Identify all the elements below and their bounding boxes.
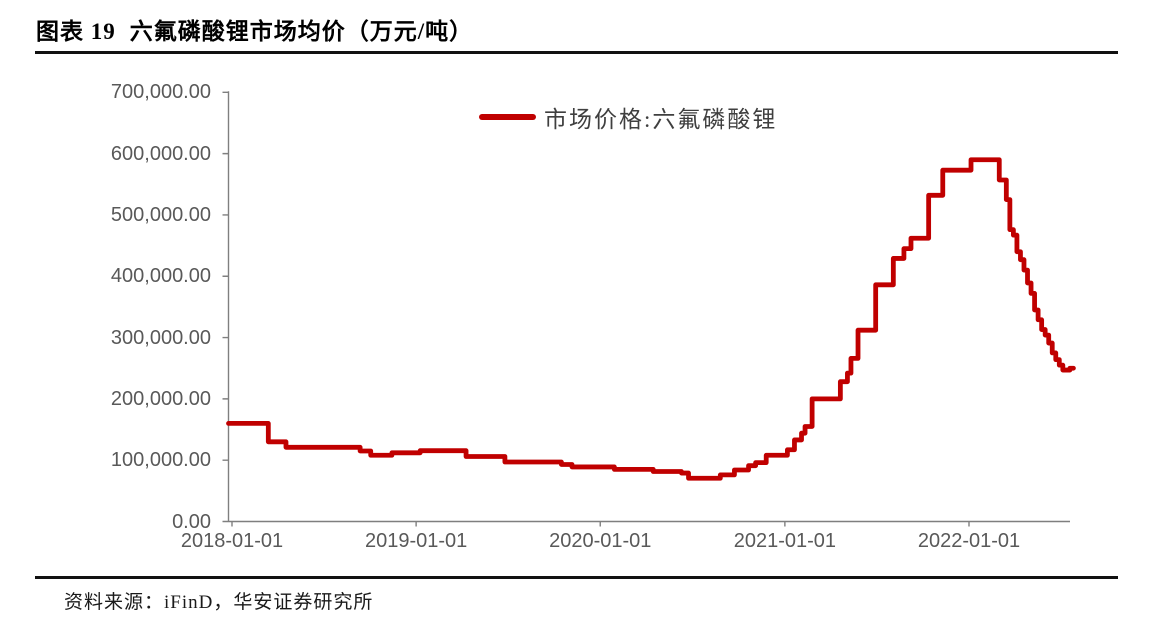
chart-legend: 市场价格:六氟磷酸锂: [479, 100, 777, 134]
y-axis-tick-label: 300,000.00: [110, 326, 211, 349]
x-axis-tick-label: 2022-01-01: [917, 530, 1021, 552]
x-axis-tick-label: 2019-01-01: [364, 530, 468, 552]
x-axis-tick-label: 2021-01-01: [733, 530, 837, 552]
x-axis-tick-label: 2018-01-01: [180, 530, 284, 552]
legend-series-label: 市场价格:六氟磷酸锂: [544, 107, 778, 132]
chart-axes: [222, 91, 1070, 527]
y-axis-tick-label: 200,000.00: [110, 387, 211, 410]
price-line-series: [226, 157, 1076, 481]
x-axis-tick-label: 2020-01-01: [549, 530, 652, 552]
figure-title: 图表 19 六氟磷酸锂市场均价（万元/吨）: [36, 12, 473, 46]
source-note: 资料来源：iFinD，华安证券研究所: [64, 592, 374, 613]
title-divider: [35, 51, 1118, 54]
y-axis-tick-label: 0.00: [172, 510, 211, 533]
y-axis-tick-label: 100,000.00: [110, 449, 211, 472]
y-axis-tick-label: 400,000.00: [110, 265, 211, 288]
y-axis-tick-label: 600,000.00: [110, 142, 211, 165]
figure-title-text: 六氟磷酸锂市场均价（万元/吨）: [129, 19, 474, 44]
y-axis-tick-label: 500,000.00: [110, 203, 211, 226]
y-axis-tick-label: 700,000.00: [110, 81, 211, 104]
footer-divider: [35, 576, 1118, 579]
legend-line-swatch: [479, 114, 536, 120]
figure-number-label: 图表 19: [36, 19, 116, 44]
